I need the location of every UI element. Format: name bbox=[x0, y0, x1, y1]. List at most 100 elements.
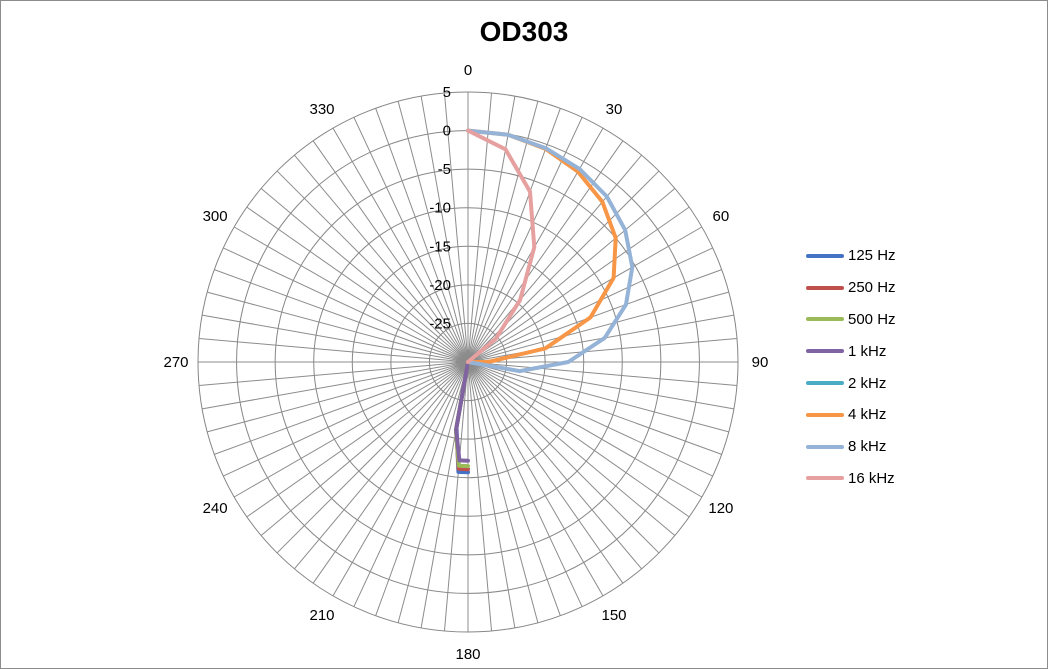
grid-spoke bbox=[467, 361, 561, 616]
grid-spoke bbox=[214, 269, 469, 363]
angle-tick-label: 330 bbox=[309, 101, 334, 118]
grid-spoke bbox=[467, 269, 722, 363]
grid-spoke bbox=[198, 337, 469, 363]
legend-item: 4 kHz bbox=[806, 399, 896, 431]
grid-spoke bbox=[353, 117, 469, 363]
grid-spoke bbox=[312, 140, 469, 363]
legend-swatch bbox=[806, 476, 844, 481]
radial-tick-label: -25 bbox=[429, 315, 451, 332]
grid-spoke bbox=[375, 108, 469, 363]
legend-label: 1 kHz bbox=[848, 342, 887, 360]
grid-spoke bbox=[467, 101, 539, 363]
grid-spoke bbox=[260, 361, 469, 536]
angle-tick-label: 150 bbox=[601, 607, 626, 624]
tick-labels: 030609012015018021024027030033050-5-10-1… bbox=[163, 62, 768, 663]
grid-spoke bbox=[467, 361, 624, 584]
legend-swatch bbox=[806, 412, 844, 417]
grid-spoke bbox=[332, 361, 469, 597]
angle-tick-label: 90 bbox=[752, 354, 769, 371]
grid-spoke bbox=[202, 361, 469, 410]
grid-spoke bbox=[294, 361, 469, 570]
grid-spoke bbox=[202, 314, 469, 363]
radial-tick-label: 5 bbox=[443, 84, 451, 101]
legend-swatch bbox=[806, 444, 844, 449]
grid-spoke bbox=[276, 170, 469, 363]
polar-grid bbox=[197, 91, 739, 633]
angle-tick-label: 60 bbox=[713, 208, 730, 225]
grid-spoke bbox=[467, 140, 624, 363]
grid-spoke bbox=[397, 361, 469, 623]
grid-spoke bbox=[467, 96, 516, 363]
legend-swatch bbox=[806, 317, 844, 322]
grid-spoke bbox=[214, 361, 469, 455]
legend: 125 Hz 250 Hz 500 Hz 1 kHz 2 kHz 4 kHz 8 kHz 16… bbox=[806, 240, 896, 494]
grid-spoke bbox=[467, 361, 703, 498]
grid-spoke bbox=[467, 361, 493, 632]
grid-spoke bbox=[467, 361, 660, 554]
legend-label: 125 Hz bbox=[848, 247, 896, 265]
grid-spoke bbox=[246, 206, 469, 363]
grid-spoke bbox=[467, 361, 722, 455]
angle-tick-label: 30 bbox=[606, 101, 623, 118]
angle-tick-label: 240 bbox=[203, 500, 228, 517]
angle-tick-label: 0 bbox=[464, 62, 472, 79]
series-lines bbox=[453, 128, 635, 475]
grid-spoke bbox=[332, 127, 469, 363]
legend-swatch bbox=[806, 285, 844, 290]
legend-swatch bbox=[806, 381, 844, 386]
grid-spoke bbox=[207, 361, 469, 433]
legend-label: 2 kHz bbox=[848, 374, 887, 392]
series-line-3 bbox=[454, 360, 470, 463]
grid-spoke bbox=[375, 361, 469, 616]
series-line-7 bbox=[466, 128, 537, 364]
legend-item: 125 Hz bbox=[806, 240, 896, 272]
grid-spoke bbox=[260, 188, 469, 363]
grid-spoke bbox=[467, 154, 642, 363]
legend-item: 1 kHz bbox=[806, 335, 896, 367]
grid-spoke bbox=[233, 226, 469, 363]
radial-tick-label: -20 bbox=[429, 277, 451, 294]
grid-spoke bbox=[467, 361, 729, 433]
grid-spoke bbox=[467, 291, 729, 363]
grid-spoke bbox=[467, 361, 738, 387]
grid-spoke bbox=[467, 117, 583, 363]
grid-spoke bbox=[467, 247, 713, 363]
grid-spoke bbox=[443, 361, 469, 632]
legend-label: 250 Hz bbox=[848, 279, 896, 297]
grid-spoke bbox=[223, 361, 469, 477]
grid-spoke bbox=[420, 96, 469, 363]
grid-spoke bbox=[467, 361, 690, 518]
chart-title: OD303 bbox=[479, 16, 569, 47]
legend-item: 250 Hz bbox=[806, 272, 896, 304]
radial-tick-label: -5 bbox=[438, 161, 451, 178]
legend-label: 500 Hz bbox=[848, 310, 896, 328]
legend-label: 4 kHz bbox=[848, 406, 887, 424]
grid-spoke bbox=[467, 361, 539, 623]
grid-spoke bbox=[223, 247, 469, 363]
grid-spoke bbox=[276, 361, 469, 554]
angle-tick-label: 300 bbox=[203, 208, 228, 225]
legend-swatch bbox=[806, 349, 844, 354]
grid-spoke bbox=[198, 361, 469, 387]
grid-spoke bbox=[467, 361, 642, 570]
series-line-6 bbox=[466, 128, 635, 374]
grid-spoke bbox=[467, 361, 676, 536]
grid-spoke bbox=[467, 226, 703, 363]
legend-item: 8 kHz bbox=[806, 431, 896, 463]
legend-label: 16 kHz bbox=[848, 469, 895, 487]
angle-tick-label: 120 bbox=[708, 500, 733, 517]
radial-tick-label: -10 bbox=[429, 200, 451, 217]
grid-spoke bbox=[467, 361, 604, 597]
grid-spoke bbox=[467, 361, 713, 477]
legend-item: 2 kHz bbox=[806, 367, 896, 399]
grid-spoke bbox=[467, 206, 690, 363]
grid-spoke bbox=[233, 361, 469, 498]
grid-spoke bbox=[397, 101, 469, 363]
grid-spoke bbox=[467, 361, 516, 628]
angle-tick-label: 210 bbox=[309, 607, 334, 624]
grid-spoke bbox=[353, 361, 469, 607]
legend-item: 16 kHz bbox=[806, 463, 896, 495]
grid-spoke bbox=[443, 92, 469, 363]
